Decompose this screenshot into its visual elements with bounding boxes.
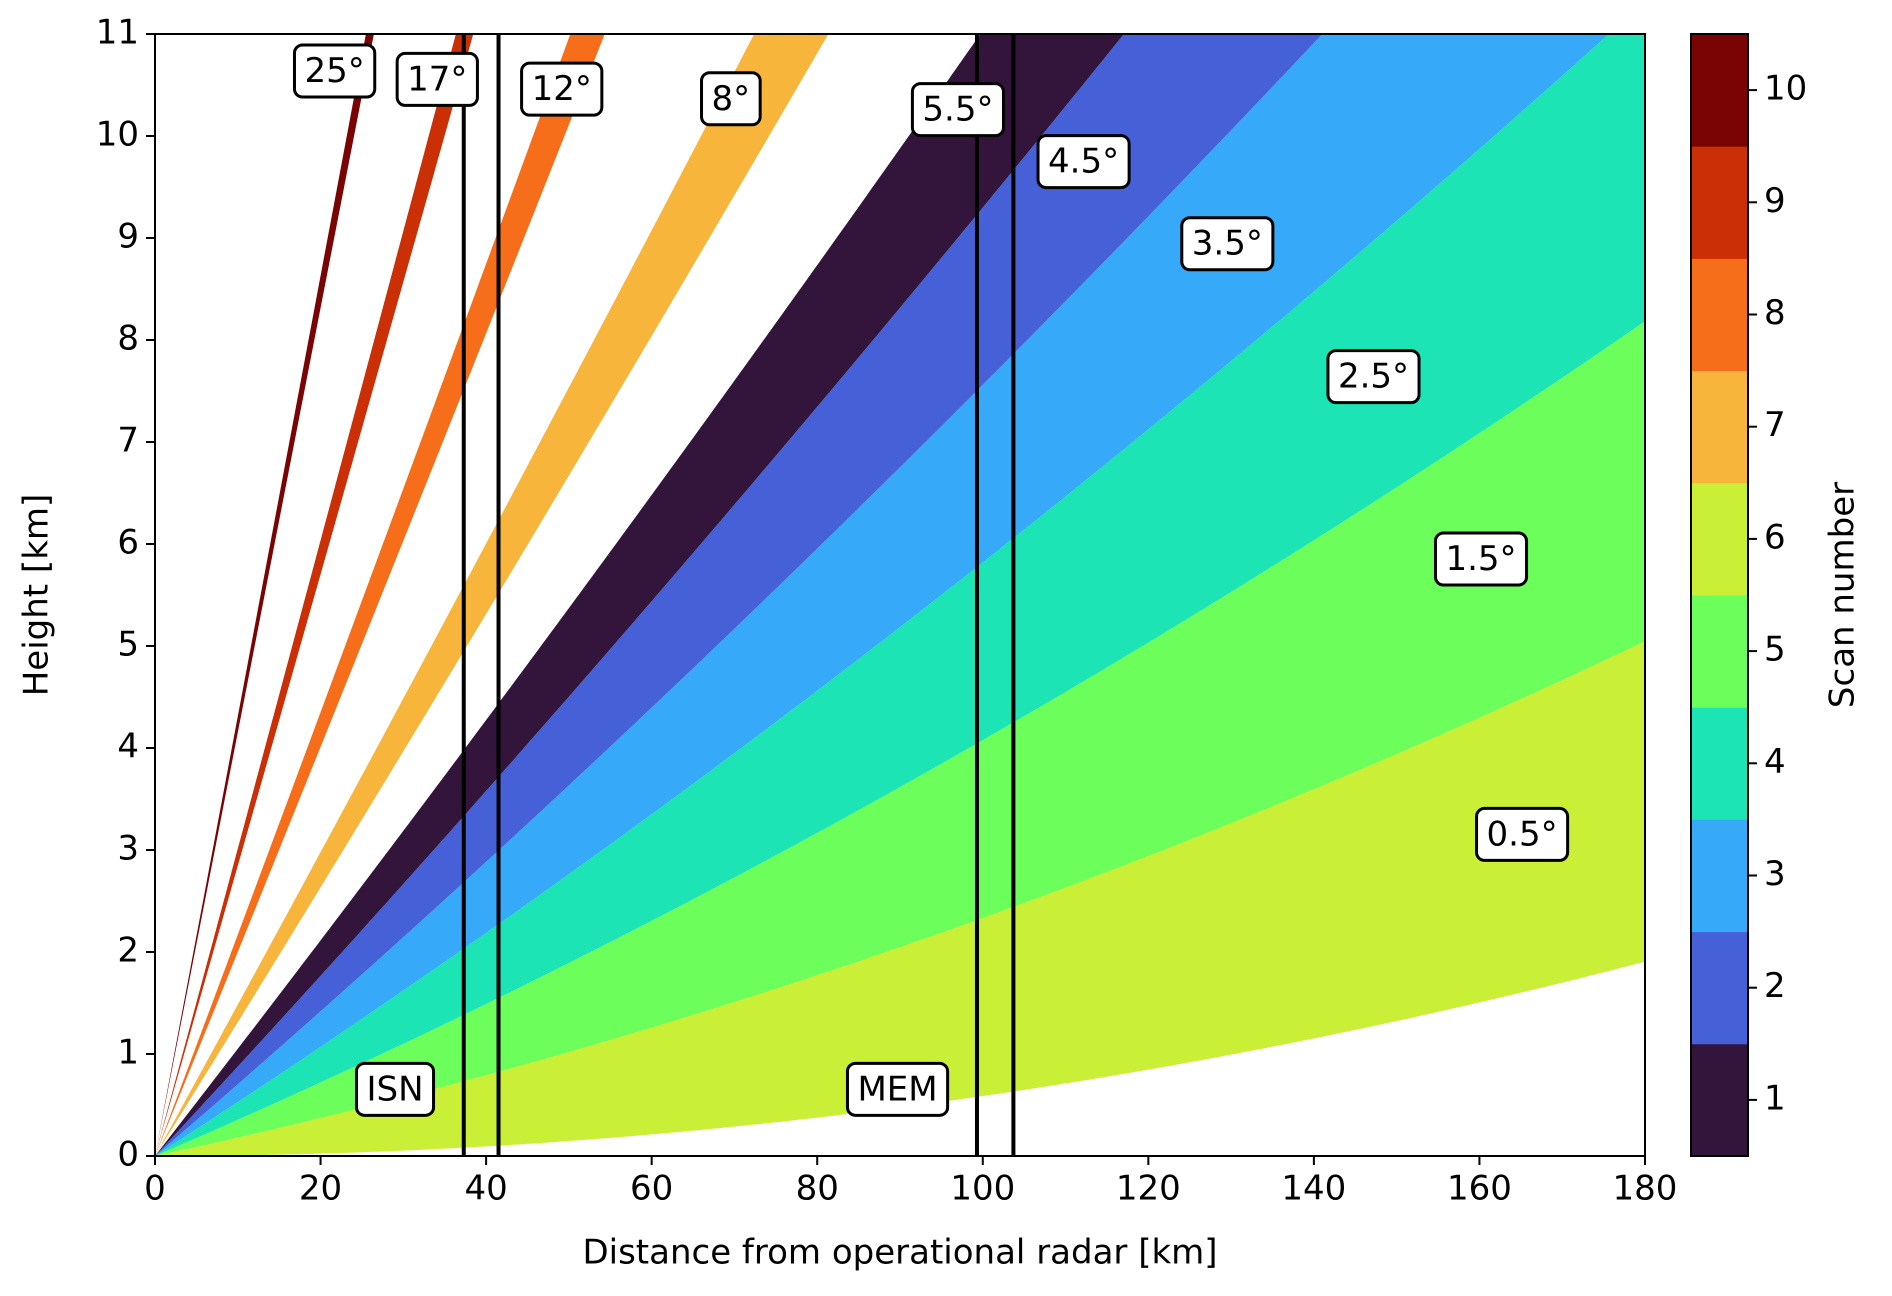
x-tick-label: 0: [144, 1169, 166, 1209]
beam-label-box: [1433, 531, 1529, 587]
colorbar-label: Scan number: [1823, 482, 1863, 708]
y-axis-label: Height [km]: [17, 494, 57, 697]
colorbar-tick-label: 1: [1764, 1078, 1786, 1118]
beam-label-group: 12°: [520, 61, 604, 117]
colorbar-tick-label: 10: [1764, 69, 1807, 109]
beam-label-box: [1036, 134, 1131, 190]
y-tick-label: 3: [117, 829, 139, 869]
beam-label-box: [520, 61, 604, 117]
x-tick-label: 80: [796, 1169, 839, 1209]
x-tick-label: 100: [950, 1169, 1015, 1209]
x-tick-label: 160: [1447, 1169, 1512, 1209]
colorbar-swatch: [1691, 707, 1748, 820]
beam-label-box: [700, 71, 762, 127]
y-tick-label: 9: [117, 217, 139, 257]
site-label-box: [354, 1061, 436, 1117]
colorbar-swatch: [1691, 1043, 1748, 1157]
colorbar-swatch: [1691, 931, 1748, 1045]
y-tick-label: 4: [117, 727, 139, 767]
beam-label-group: 1.5°: [1433, 531, 1529, 587]
beam-label-box: [1180, 216, 1275, 272]
beam-label: 2.5°: [1338, 357, 1409, 397]
colorbar-frame: [1690, 33, 1749, 1157]
colorbar-tick-label: 2: [1764, 966, 1786, 1006]
site-label: MEM: [857, 1069, 937, 1109]
beam-label: 5.5°: [922, 90, 993, 130]
beam-label-group: 25°: [292, 43, 377, 99]
beam-band: [155, 34, 1124, 1156]
y-tick-label: 2: [117, 931, 139, 971]
site-label-box: [845, 1061, 950, 1117]
beam-band: [155, 34, 829, 1156]
beam-label-box: [292, 43, 377, 99]
beam-label: 25°: [304, 51, 364, 91]
colorbar-tick-label: 9: [1764, 181, 1786, 221]
site-label-group: ISN: [354, 1061, 436, 1117]
colorbar-tick-label: 5: [1764, 630, 1786, 670]
x-tick-label: 140: [1281, 1169, 1346, 1209]
beam-label-box: [395, 51, 479, 107]
beam-label-box: [1326, 349, 1421, 405]
beam-band: [155, 321, 1645, 1156]
colorbar-tick-label: 3: [1764, 854, 1786, 894]
colorbar-tick-label: 8: [1764, 293, 1786, 333]
colorbar-tick-label: 4: [1764, 742, 1786, 782]
colorbar-swatch: [1691, 34, 1748, 147]
beam-label: 1.5°: [1445, 539, 1516, 579]
beam-label: 4.5°: [1048, 142, 1119, 182]
y-tick-label: 11: [96, 13, 139, 53]
beam-label: 8°: [712, 79, 751, 119]
x-tick-label: 20: [299, 1169, 342, 1209]
beam-label-group: 2.5°: [1326, 349, 1421, 405]
site-label-group: MEM: [845, 1061, 950, 1117]
colorbar-tick-label: 7: [1764, 405, 1786, 445]
beam-label-box: [910, 82, 1005, 138]
colorbar-swatch: [1691, 819, 1748, 933]
y-tick-label: 0: [117, 1135, 139, 1175]
colorbar-swatch: [1691, 146, 1748, 259]
axes-frame: [154, 33, 1646, 1157]
beam-label: 3.5°: [1192, 224, 1263, 264]
y-tick-label: 8: [117, 319, 139, 359]
colorbar-tick-label: 6: [1764, 517, 1786, 557]
y-tick-label: 5: [117, 625, 139, 665]
beam-label-box: [1475, 806, 1570, 862]
y-tick-label: 6: [117, 523, 139, 563]
y-tick-label: 10: [96, 115, 139, 155]
y-tick-label: 1: [117, 1033, 139, 1073]
beam-label: 12°: [532, 69, 592, 109]
colorbar-swatch: [1691, 258, 1748, 372]
beam-label-group: 3.5°: [1180, 216, 1275, 272]
beam-band: [155, 34, 474, 1156]
beam-band: [155, 34, 1645, 1156]
colorbar-swatch: [1691, 482, 1748, 596]
beam-label: 17°: [407, 59, 467, 99]
beam-band: [155, 641, 1645, 1156]
plot-area: [155, 34, 1645, 1156]
beam-label: 0.5°: [1487, 814, 1558, 854]
colorbar-swatch: [1691, 370, 1748, 484]
x-axis-label: Distance from operational radar [km]: [582, 1233, 1217, 1273]
beam-band: [155, 34, 1609, 1156]
beam-band: [155, 34, 374, 1156]
x-tick-label: 180: [1613, 1169, 1678, 1209]
beam-band: [155, 34, 1323, 1156]
x-tick-label: 60: [630, 1169, 673, 1209]
beam-label-group: 17°: [395, 51, 479, 107]
site-label: ISN: [366, 1069, 423, 1109]
beam-label-group: 8°: [700, 71, 762, 127]
x-tick-label: 120: [1116, 1169, 1181, 1209]
x-tick-label: 40: [464, 1169, 507, 1209]
beam-label-group: 0.5°: [1475, 806, 1570, 862]
colorbar-swatch: [1691, 595, 1748, 708]
beam-label-group: 5.5°: [910, 82, 1005, 138]
beam-label-group: 4.5°: [1036, 134, 1131, 190]
y-tick-label: 7: [117, 421, 139, 461]
beam-band: [155, 34, 605, 1156]
